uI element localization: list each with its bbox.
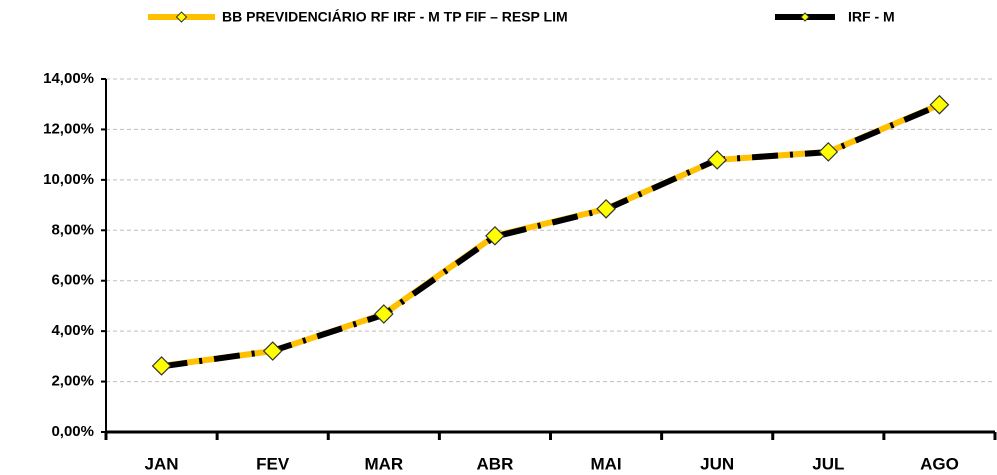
y-tick-label: 2,00% [51,373,94,390]
y-tick-label: 6,00% [51,272,94,289]
marker [485,225,505,246]
legend-label: IRF - M [848,9,895,25]
y-tick-label: 0,00% [51,423,94,440]
x-tick-label: JAN [145,454,179,473]
marker [707,150,728,170]
marker [373,304,394,324]
x-tick-label: JUN [700,454,734,473]
marker [818,142,839,162]
marker [262,341,283,361]
x-tick-label: MAR [364,454,403,473]
marker [596,199,616,219]
x-tick-label: JUL [812,454,844,473]
y-tick-label: 14,00% [43,70,94,87]
y-tick-label: 10,00% [43,171,94,188]
marker [929,94,950,115]
legend-marker [800,12,810,22]
x-tick-label: MAI [590,454,621,473]
series-line [161,102,941,370]
y-tick-label: 4,00% [51,322,94,339]
y-tick-label: 12,00% [43,120,94,137]
x-tick-label: AGO [920,454,959,473]
series-line [161,101,941,369]
legend-label: BB PREVIDENCIÁRIO RF IRF - M TP FIF – RE… [222,9,568,25]
legend-marker [175,11,188,23]
y-tick-label: 8,00% [51,221,94,238]
x-tick-label: FEV [256,454,290,473]
marker [151,356,172,376]
x-tick-label: ABR [477,454,514,473]
